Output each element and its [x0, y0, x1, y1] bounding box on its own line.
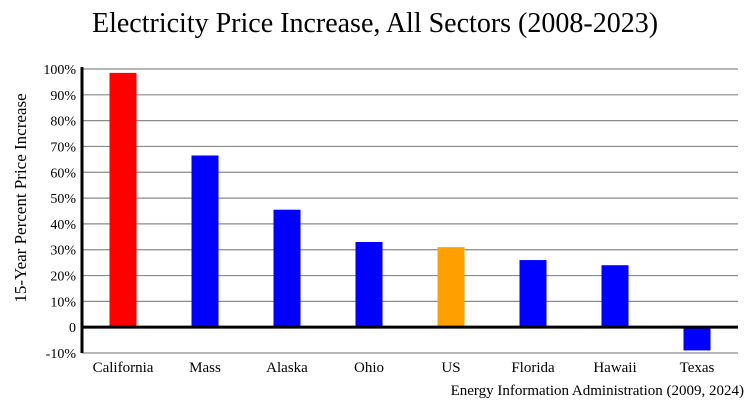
bar-alaska	[273, 209, 301, 328]
axes	[80, 67, 738, 353]
y-tick-label: 0	[69, 321, 76, 336]
y-tick-label: 70%	[50, 140, 76, 155]
y-tick-label: 60%	[50, 166, 76, 181]
gridlines	[82, 68, 738, 354]
y-tick-label: 40%	[50, 218, 76, 233]
y-tick-label: 90%	[50, 89, 76, 104]
category-label: Florida	[511, 360, 555, 376]
source-note: Energy Information Administration (2009,…	[450, 383, 744, 399]
category-label: Hawaii	[593, 360, 636, 376]
chart-title: Electricity Price Increase, All Sectors …	[91, 8, 659, 39]
bars	[109, 72, 711, 351]
category-label: Alaska	[266, 360, 308, 376]
y-tick-label: 50%	[50, 192, 76, 207]
bar-mass	[191, 155, 219, 328]
y-tick-label: 100%	[43, 63, 76, 78]
category-label: Mass	[189, 360, 221, 376]
bar-hawaii	[601, 265, 629, 328]
bar-texas	[683, 327, 711, 351]
y-tick-labels: -10% 0 10% 20% 30% 40% 50% 60% 70% 80% 90% 100%	[43, 63, 76, 362]
bar-us	[437, 247, 465, 328]
category-label: Ohio	[354, 360, 384, 376]
bar-ohio	[355, 241, 383, 328]
category-label: US	[441, 360, 460, 376]
y-tick-label: 80%	[50, 115, 76, 130]
y-tick-label: 30%	[50, 244, 76, 259]
category-labels: California Mass Alaska Ohio US Florida Hawaii T…	[93, 360, 715, 376]
bar-florida	[519, 260, 547, 328]
y-tick-label: -10%	[46, 347, 77, 362]
y-tick-label: 10%	[50, 295, 76, 310]
y-tick-label: 20%	[50, 270, 76, 285]
category-label: California	[93, 360, 154, 376]
bar-california	[109, 72, 137, 328]
category-label: Texas	[680, 360, 715, 376]
